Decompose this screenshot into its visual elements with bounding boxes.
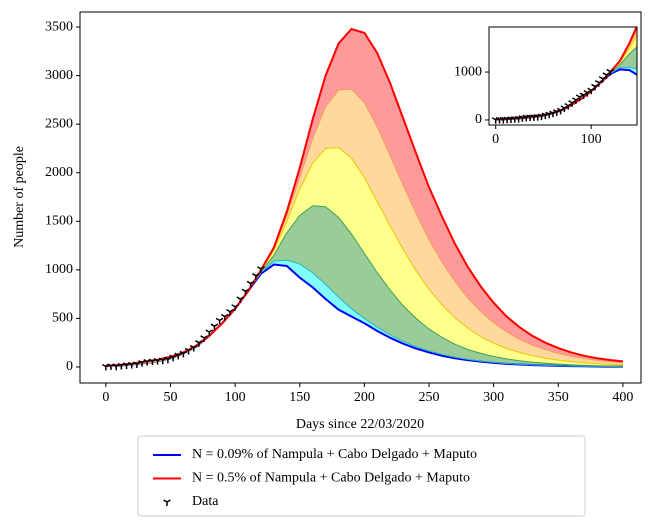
legend-box [137, 435, 586, 517]
data-point [184, 347, 193, 355]
line [105, 27, 624, 367]
data-point [602, 72, 611, 79]
data-point [200, 335, 208, 342]
band [105, 89, 623, 367]
x-tick-label: 50 [163, 390, 177, 405]
data-point [169, 354, 177, 362]
data-point [257, 266, 265, 273]
y-axis-label: Number of people [12, 146, 27, 248]
data-point [164, 356, 172, 364]
y-tick-label: 0 [475, 112, 482, 127]
plot-area [101, 27, 624, 371]
legend-label: N = 0.09% of Nampula + Cabo Delgado + Ma… [192, 447, 477, 462]
band [105, 28, 623, 367]
y-tick-label: 1000 [45, 262, 73, 277]
data-point [210, 323, 219, 331]
x-tick-label: 150 [289, 390, 310, 405]
x-axis-label: Days since 22/03/2020 [296, 417, 424, 432]
data-point [174, 352, 183, 360]
data-point [195, 340, 203, 347]
y-tick-label: 2000 [45, 165, 73, 180]
y-tick-label: 1000 [454, 64, 482, 79]
data-point [606, 68, 615, 76]
data-point [587, 87, 596, 95]
y-tick-label: 1500 [45, 214, 73, 229]
band [105, 205, 623, 367]
data-point [189, 344, 198, 352]
data-point [560, 105, 569, 112]
x-tick-label: 100 [225, 390, 246, 405]
x-tick-label: 0 [102, 390, 109, 405]
x-tick-label: 400 [612, 390, 633, 405]
axes-frame [79, 11, 642, 384]
x-tick-label: 0 [492, 132, 499, 147]
axes-frame [488, 26, 638, 126]
data-point [179, 350, 188, 358]
data-point [205, 329, 214, 337]
band [105, 147, 623, 367]
data-point [246, 280, 255, 288]
data-point [241, 288, 250, 296]
y-tick-label: 3500 [45, 19, 73, 34]
legend-label: N = 0.5% of Nampula + Cabo Delgado + Map… [192, 471, 470, 486]
y-tick-label: 2500 [45, 116, 73, 131]
y-tick-label: 3000 [45, 68, 73, 83]
x-tick-label: 200 [354, 390, 375, 405]
data-point [594, 79, 603, 87]
data-point [133, 361, 141, 369]
data-point [598, 76, 607, 83]
data-point [568, 100, 576, 107]
data-point [215, 317, 224, 325]
data-point [579, 92, 588, 100]
plot-area [491, 27, 637, 124]
x-tick-label: 250 [419, 390, 440, 405]
data-point [556, 107, 565, 115]
data-point [226, 308, 234, 316]
data-point [220, 313, 229, 321]
data-point [572, 97, 580, 104]
y-tick-label: 0 [66, 359, 73, 374]
x-tick-label: 300 [483, 390, 504, 405]
y-tick-label: 500 [52, 311, 73, 326]
data-point [236, 296, 245, 303]
legend-marker [163, 499, 171, 506]
x-tick-label: 350 [548, 390, 569, 405]
data-point [251, 273, 260, 280]
data-point [231, 304, 239, 311]
legend-label: Data [192, 494, 219, 509]
data-point [564, 102, 573, 110]
data-point [583, 90, 592, 97]
data-point [591, 83, 599, 91]
x-tick-label: 100 [581, 132, 602, 147]
